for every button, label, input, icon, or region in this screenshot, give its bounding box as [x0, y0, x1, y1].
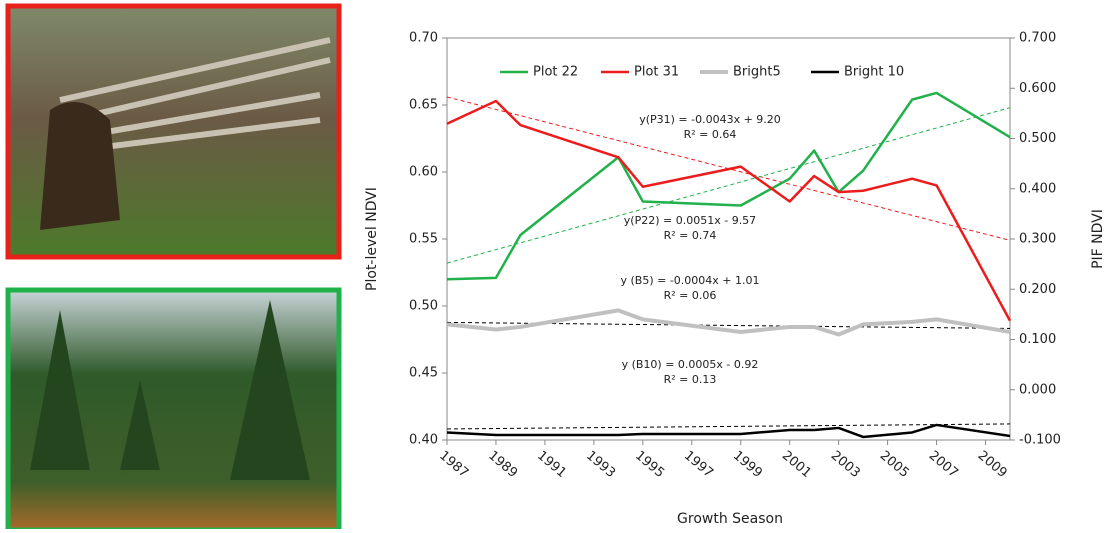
figure: 0.40 0.45 0.50 0.55 0.60 0.65 0.70 -0.100 0.000 0… [0, 0, 1111, 529]
series-line [447, 310, 1010, 334]
x-tick-label: 1997 [681, 448, 716, 481]
y2-tick-label: -0.100 [1019, 433, 1061, 448]
legend-label: Plot 31 [634, 65, 679, 80]
y-tick-label: 0.55 [409, 232, 438, 247]
x-tick-label: 1995 [632, 448, 667, 481]
y-tick-label: 0.70 [409, 31, 438, 46]
annotation: y(P22) = 0.0051x - 9.57 [624, 214, 756, 227]
legend-item: Bright 10 [811, 65, 904, 80]
x-tick-label: 2001 [779, 448, 814, 481]
annotation: y (B10) = 0.0005x - 0.92 [622, 358, 759, 371]
photo-windthrow [8, 6, 339, 257]
x-tick-label: 1991 [534, 448, 569, 481]
y-tick-label: 0.60 [409, 165, 438, 180]
y-tick-label: 0.45 [409, 366, 438, 381]
x-tick-label: 1993 [583, 448, 618, 481]
y2-tick-label: 0.400 [1019, 181, 1056, 196]
annotation: y(P31) = -0.0043x + 9.20 [639, 113, 781, 126]
y2-tick-label: 0.500 [1019, 131, 1056, 146]
x-axis-title: Growth Season [677, 511, 783, 527]
y-tick-label: 0.40 [409, 433, 438, 448]
y2-tick-label: 0.000 [1019, 382, 1056, 397]
y2-tick-label: 0.200 [1019, 282, 1056, 297]
legend-label: Bright 10 [844, 65, 904, 80]
annotation: R² = 0.06 [664, 289, 717, 302]
annotation: y (B5) = -0.0004x + 1.01 [620, 274, 759, 287]
y2-axis-title: PIF NDVI [1090, 209, 1106, 269]
x-tick-label: 2007 [926, 448, 961, 481]
legend-item: Plot 31 [601, 65, 679, 80]
y2-tick-label: 0.100 [1019, 332, 1056, 347]
y2-tick-label: 0.700 [1019, 31, 1056, 46]
y2-tick-label: 0.600 [1019, 81, 1056, 96]
annotation: R² = 0.64 [684, 128, 737, 141]
x-tick-label: 1989 [485, 448, 520, 481]
annotation: R² = 0.13 [664, 373, 717, 386]
x-tick-label: 2005 [877, 448, 912, 481]
y2-tick-label: 0.300 [1019, 232, 1056, 247]
y-axis-title: Plot-level NDVI [364, 187, 380, 291]
plot-area [447, 38, 1010, 440]
legend-item: Plot 22 [500, 65, 578, 80]
x-tick-label: 1987 [436, 448, 471, 481]
legend-item: Bright5 [700, 65, 781, 80]
x-tick-label: 2003 [828, 448, 863, 481]
annotation: R² = 0.74 [664, 229, 717, 242]
x-tick-label: 2009 [975, 448, 1010, 481]
y-tick-label: 0.65 [409, 98, 438, 113]
y-tick-label: 0.50 [409, 299, 438, 314]
photo-forest [8, 290, 339, 529]
x-tick-label: 1999 [730, 448, 765, 481]
legend-label: Plot 22 [533, 65, 578, 80]
legend-label: Bright5 [733, 65, 781, 80]
